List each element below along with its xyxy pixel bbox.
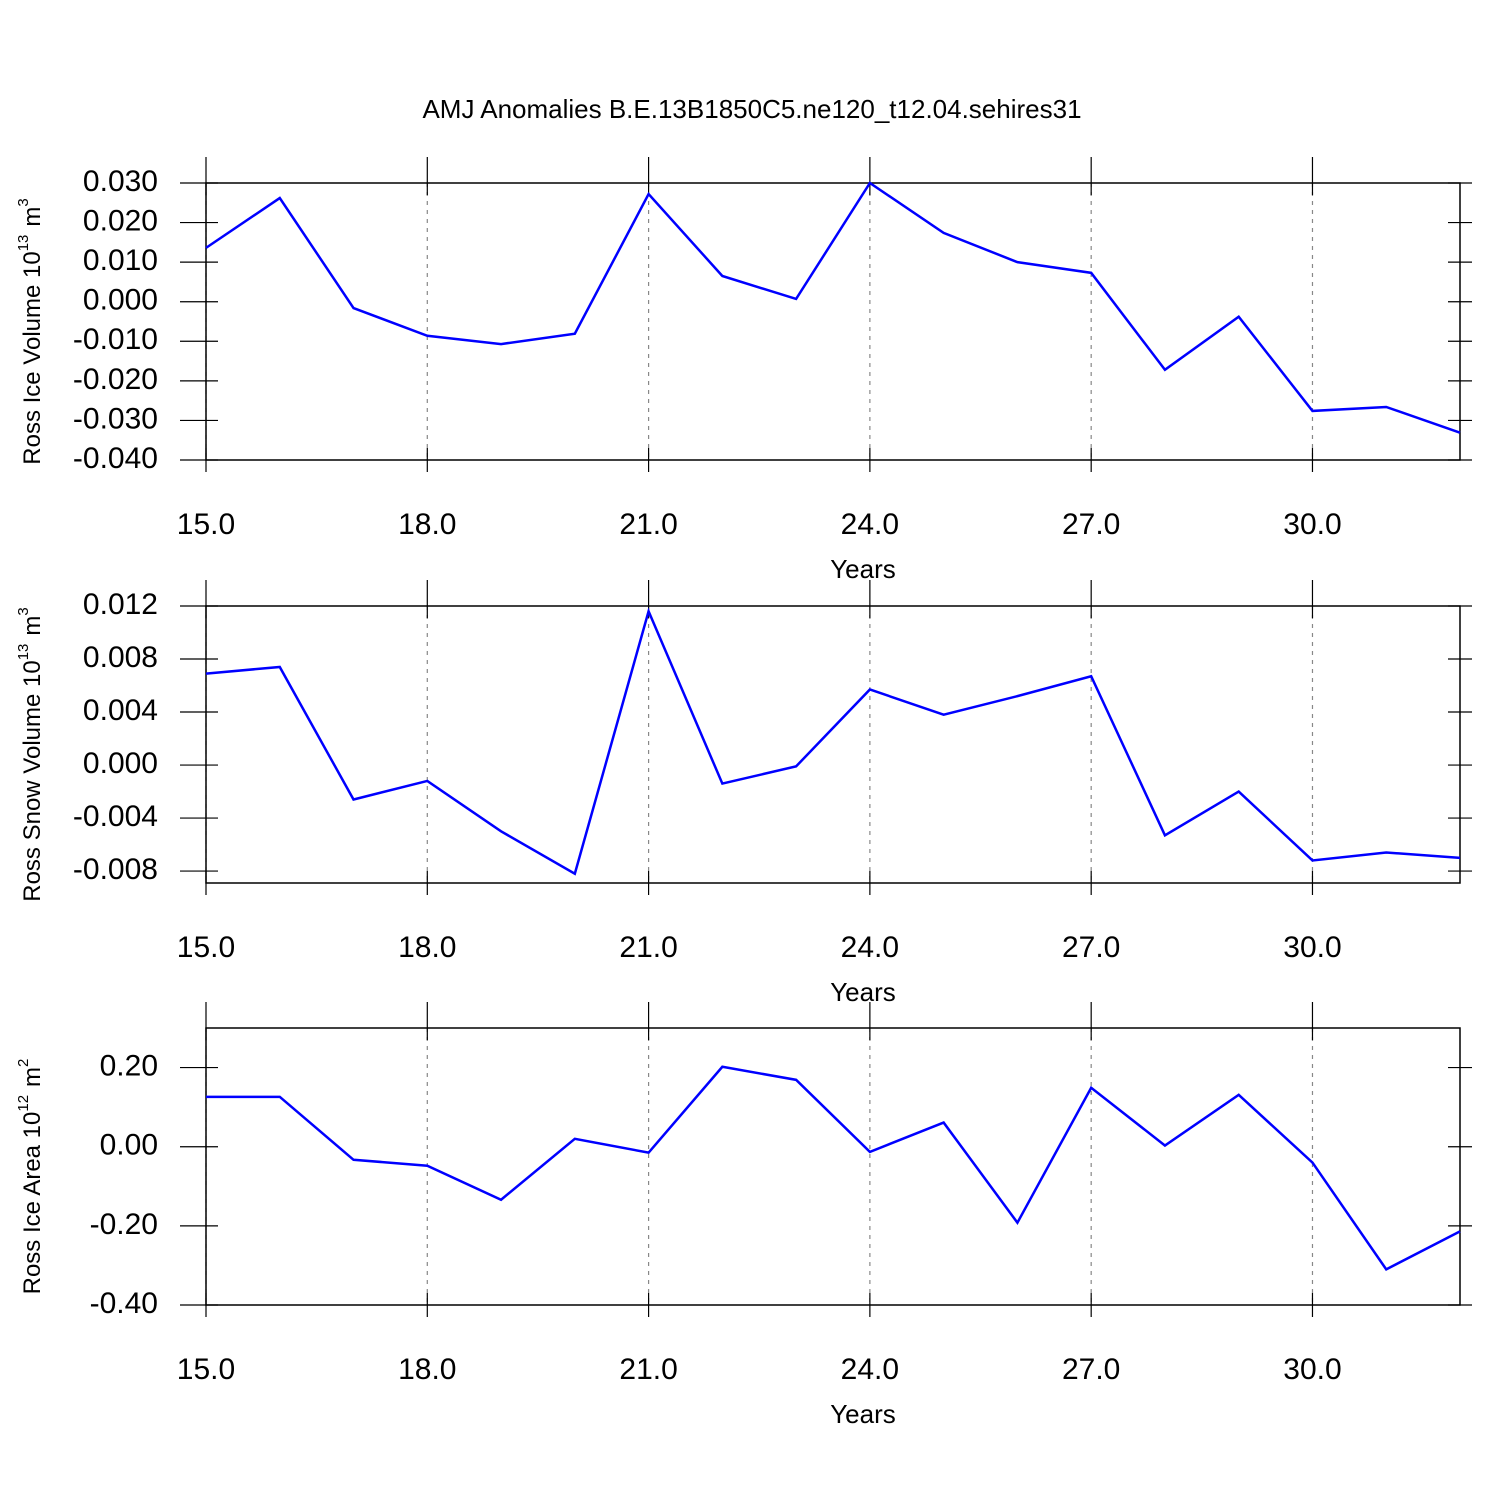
y-title-text: Ross Ice Volume 10 [19,251,46,464]
x-tick-label: 27.0 [1062,931,1120,964]
y-tick-label: 0.000 [83,284,158,317]
y-tick-label: 0.008 [83,641,158,674]
x-tick-label: 30.0 [1283,1353,1341,1386]
x-tick-label: 21.0 [619,508,677,541]
y-title-unit: m [19,616,46,636]
y-title-unit-exp: 3 [15,607,32,615]
plot-frame [205,1027,1461,1306]
y-title-text: Ross Snow Volume 10 [19,660,46,901]
y-tick-label: 0.030 [83,165,158,198]
y-tick-label: 0.20 [100,1049,158,1082]
y-title-unit-exp: 2 [15,1059,32,1067]
x-tick-label: 27.0 [1062,1353,1120,1386]
y-tick-label: 0.004 [83,694,158,727]
x-tick-label: 15.0 [177,931,235,964]
y-tick-label: 0.010 [83,244,158,277]
y-tick-label: -0.020 [73,363,158,396]
x-axis-title: Years [830,977,896,1007]
y-title-unit: m [19,207,46,227]
y-tick-label: -0.20 [90,1208,158,1241]
y-title-unit: m [19,1067,46,1087]
y-title-text: Ross Ice Area 10 [19,1112,46,1295]
x-tick-label: 24.0 [841,931,899,964]
chart-title: AMJ Anomalies B.E.13B1850C5.ne120_t12.04… [422,94,1081,124]
y-tick-label: -0.030 [73,402,158,435]
y-tick-label: 0.000 [83,747,158,780]
y-axis-title: Ross Ice Area 1012 m2 [15,1059,46,1295]
y-tick-label: 0.012 [83,588,158,621]
x-tick-label: 27.0 [1062,508,1120,541]
x-tick-label: 21.0 [619,1353,677,1386]
x-tick-label: 18.0 [398,508,456,541]
y-title-exp: 13 [15,644,32,661]
y-title-unit-exp: 3 [15,198,32,206]
x-tick-label: 30.0 [1283,931,1341,964]
x-tick-label: 21.0 [619,931,677,964]
x-tick-label: 24.0 [841,1353,899,1386]
y-axis-title: Ross Snow Volume 1013 m3 [15,607,46,902]
data-line [206,1065,1461,1272]
y-tick-label: 0.00 [100,1129,158,1162]
y-tick-label: -0.008 [73,853,158,886]
x-axis-title: Years [830,554,896,584]
x-tick-label: 30.0 [1283,508,1341,541]
y-axis-title: Ross Ice Volume 1013 m3 [15,198,46,464]
data-line [205,607,1461,876]
y-tick-label: 0.020 [83,204,158,237]
y-tick-label: -0.040 [73,442,158,475]
y-tick-label: -0.004 [73,800,158,833]
x-tick-label: 15.0 [177,1353,235,1386]
x-tick-label: 18.0 [398,931,456,964]
x-tick-label: 18.0 [398,1353,456,1386]
y-tick-label: -0.010 [73,323,158,356]
y-title-exp: 12 [15,1095,32,1112]
plot-frame [205,605,1461,884]
data-line [205,181,1461,434]
y-tick-label: -0.40 [90,1287,158,1320]
y-title-exp: 13 [15,235,32,252]
plot-frame [205,182,1461,461]
x-tick-label: 15.0 [177,508,235,541]
x-axis-title: Years [830,1399,896,1429]
x-tick-label: 24.0 [841,508,899,541]
